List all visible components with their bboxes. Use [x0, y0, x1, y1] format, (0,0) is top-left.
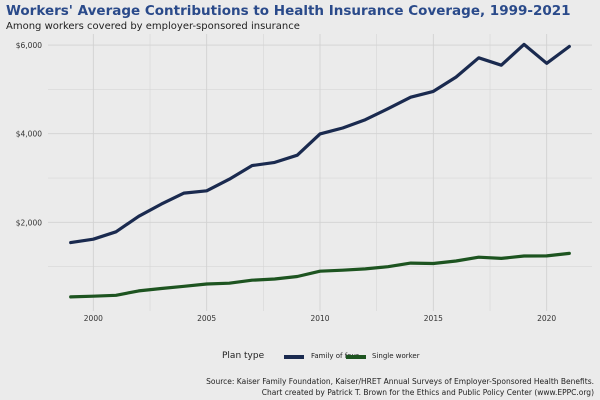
legend-key-family — [284, 355, 304, 359]
x-tick-label: 2005 — [197, 314, 216, 323]
caption-source: Source: Kaiser Family Foundation, Kaiser… — [206, 377, 594, 386]
x-tick-label: 2000 — [84, 314, 103, 323]
x-axis-labels: 2000 2005 2010 2015 2020 — [84, 314, 557, 323]
series-line-family-of-four — [69, 42, 571, 245]
series-lines — [69, 42, 571, 299]
y-axis-labels: $2,000 $4,000 $6,000 — [16, 41, 42, 227]
chart: $2,000 $4,000 $6,000 2000 2005 2010 2015 2020 — [16, 34, 592, 323]
x-tick-label: 2010 — [310, 314, 329, 323]
x-tick-label: 2020 — [537, 314, 556, 323]
legend-label-single: Single worker — [372, 352, 420, 360]
legend-title: Plan type — [222, 351, 265, 361]
legend-key-single — [346, 355, 366, 359]
grid — [48, 34, 592, 311]
legend: Plan type Family of four Single worker — [0, 347, 600, 367]
x-tick-label: 2015 — [424, 314, 443, 323]
chart-title: Workers' Average Contributions to Health… — [6, 3, 571, 19]
series-line-single-worker — [69, 251, 571, 299]
y-tick-label: $4,000 — [16, 130, 42, 139]
y-tick-label: $2,000 — [16, 218, 42, 227]
legend-label-family: Family of four — [311, 352, 359, 360]
chart-subtitle: Among workers covered by employer-sponso… — [6, 21, 300, 32]
y-tick-label: $6,000 — [16, 41, 42, 50]
caption-credit: Chart created by Patrick T. Brown for th… — [261, 388, 594, 397]
